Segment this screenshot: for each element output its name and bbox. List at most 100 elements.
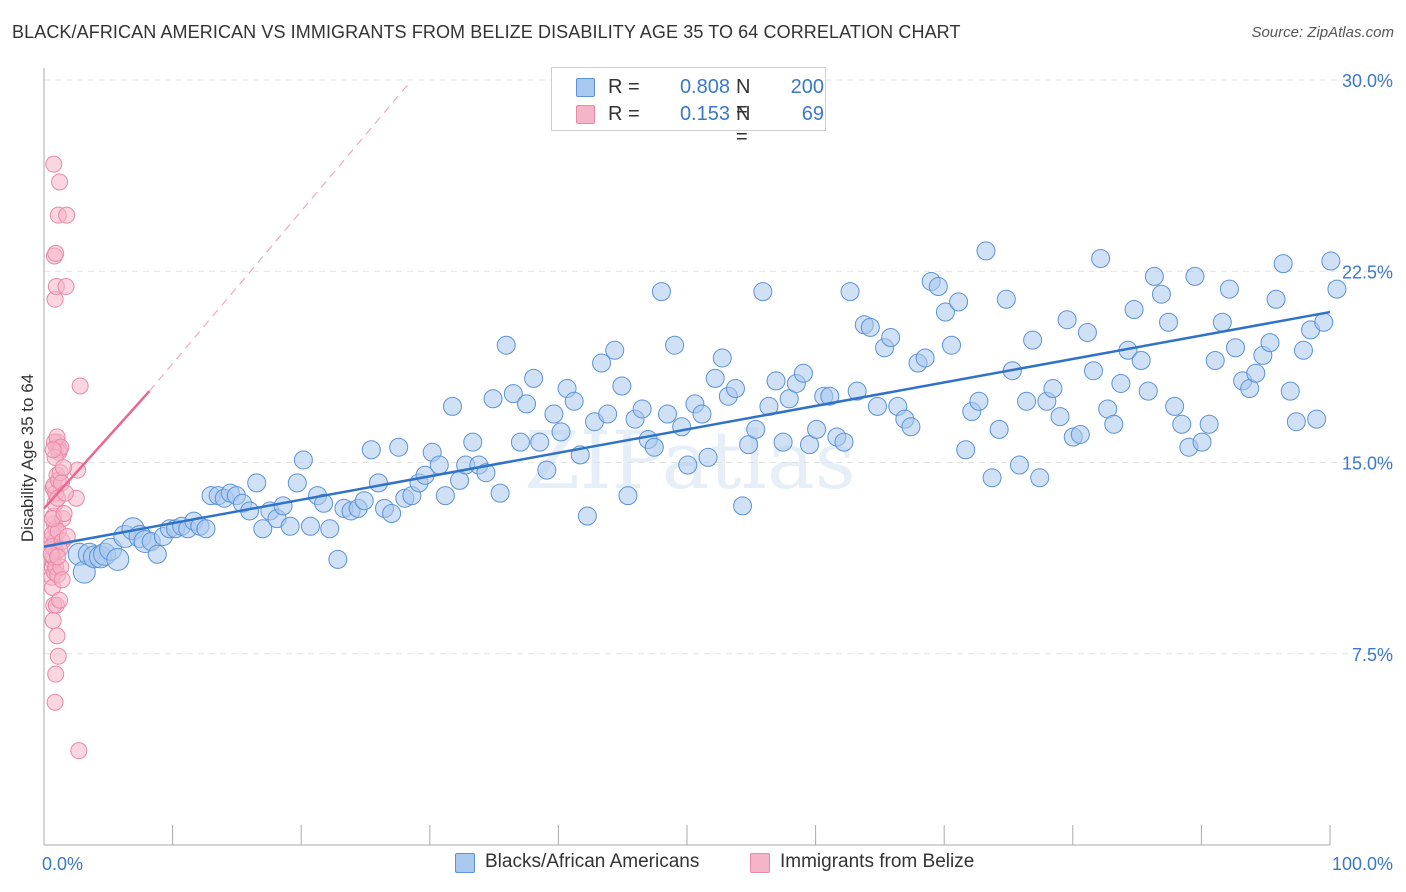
black-american-point <box>901 417 921 437</box>
black-american-point <box>982 468 1002 488</box>
gridlines <box>44 79 1392 655</box>
legend-swatch-pink <box>750 853 770 873</box>
black-american-point <box>147 544 167 564</box>
x-tick-label: 100.0% <box>1332 854 1393 874</box>
x-tick-label: 0.0% <box>42 854 83 874</box>
black-american-point <box>530 432 550 452</box>
n-value: 69 <box>801 103 824 125</box>
black-american-point <box>672 417 692 437</box>
black-american-point <box>1030 468 1050 488</box>
black-american-point <box>483 389 503 409</box>
black-american-point <box>840 282 860 302</box>
pink-trend-line <box>43 390 151 510</box>
black-american-point <box>1144 266 1164 286</box>
correlation-legend: R = 0.808 N = 200 R = 0.153 N = 69 <box>551 67 826 148</box>
black-american-point <box>928 277 948 297</box>
black-american-point <box>544 404 564 424</box>
black-american-point <box>463 432 483 452</box>
black-american-point <box>1023 330 1043 350</box>
y-tick-label: 22.5% <box>1342 262 1393 282</box>
black-american-point <box>1327 279 1347 299</box>
belize-point <box>47 665 65 683</box>
black-american-point <box>382 504 402 523</box>
black-american-point <box>989 419 1009 439</box>
belize-points <box>42 155 89 760</box>
black-american-point <box>253 519 273 539</box>
belize-point <box>44 441 62 459</box>
black-american-point <box>247 473 267 493</box>
black-american-point <box>524 368 544 388</box>
black-american-point <box>746 419 766 439</box>
belize-point <box>45 155 63 173</box>
black-american-point <box>1077 322 1097 342</box>
black-american-point <box>725 379 745 399</box>
black-american-point <box>490 483 510 503</box>
y-tick-label: 15.0% <box>1342 454 1393 474</box>
belize-point <box>46 693 64 711</box>
black-american-point <box>598 404 618 424</box>
black-american-point <box>435 486 455 506</box>
black-american-point <box>935 302 955 322</box>
black-american-point <box>273 496 293 516</box>
black-american-point <box>1124 300 1144 319</box>
belize-point <box>53 571 71 589</box>
belize-point <box>44 612 62 630</box>
black-american-point <box>1172 414 1192 434</box>
black-american-point <box>1138 381 1158 401</box>
black-american-point <box>692 404 712 424</box>
black-american-point <box>658 404 677 424</box>
black-american-point <box>328 549 348 569</box>
chart-title: BLACK/AFRICAN AMERICAN VS IMMIGRANTS FRO… <box>12 22 961 42</box>
black-american-point <box>1104 414 1124 434</box>
black-american-point <box>300 516 320 536</box>
belize-point <box>58 206 76 224</box>
belize-point <box>57 278 75 296</box>
black-american-point <box>429 455 449 475</box>
tick-labels: 7.5% 15.0% 22.5% 30.0% 0.0% 100.0% <box>42 71 1393 874</box>
black-american-point <box>1260 333 1280 353</box>
black-american-point <box>564 391 584 411</box>
blue-trend-line <box>43 310 1331 548</box>
black-american-point <box>834 432 854 452</box>
black-american-point <box>1192 432 1212 452</box>
black-american-points <box>67 241 1347 584</box>
source-label: Source: ZipAtlas.com <box>1251 24 1394 41</box>
belize-point <box>71 377 89 395</box>
black-american-point <box>368 473 388 493</box>
black-american-point <box>1009 455 1029 475</box>
black-american-point <box>793 363 813 383</box>
black-american-point <box>517 394 537 414</box>
black-american-point <box>860 317 880 337</box>
black-american-point <box>1151 284 1171 304</box>
black-american-point <box>196 519 216 539</box>
legend-swatch-blue <box>576 78 595 97</box>
black-american-point <box>320 519 340 539</box>
black-american-point <box>1070 424 1090 444</box>
black-american-point <box>293 450 313 470</box>
black-american-point <box>644 437 664 457</box>
black-american-point <box>1043 379 1063 399</box>
legend-swatch-blue <box>455 853 475 873</box>
black-american-point <box>651 282 671 302</box>
black-american-point <box>956 440 976 460</box>
r-value: 0.153 <box>679 103 730 125</box>
black-american-point <box>665 335 685 355</box>
belize-point <box>51 591 69 609</box>
black-american-point <box>1165 396 1185 416</box>
black-american-point <box>1131 351 1151 370</box>
black-american-point <box>867 396 887 416</box>
black-american-point <box>389 437 409 457</box>
black-american-point <box>1205 351 1225 370</box>
legend-swatch-pink <box>576 105 595 124</box>
black-american-point <box>1280 381 1300 401</box>
black-american-point <box>1266 289 1286 309</box>
n-label: N = <box>736 76 751 121</box>
black-american-point <box>1226 338 1245 358</box>
black-american-point <box>976 241 996 261</box>
black-american-point <box>612 376 632 396</box>
black-american-point <box>1111 373 1131 393</box>
black-american-point <box>1159 312 1179 332</box>
black-american-point <box>1273 254 1293 274</box>
legend-label: Blacks/African Americans <box>485 851 700 872</box>
black-american-point <box>949 292 969 312</box>
